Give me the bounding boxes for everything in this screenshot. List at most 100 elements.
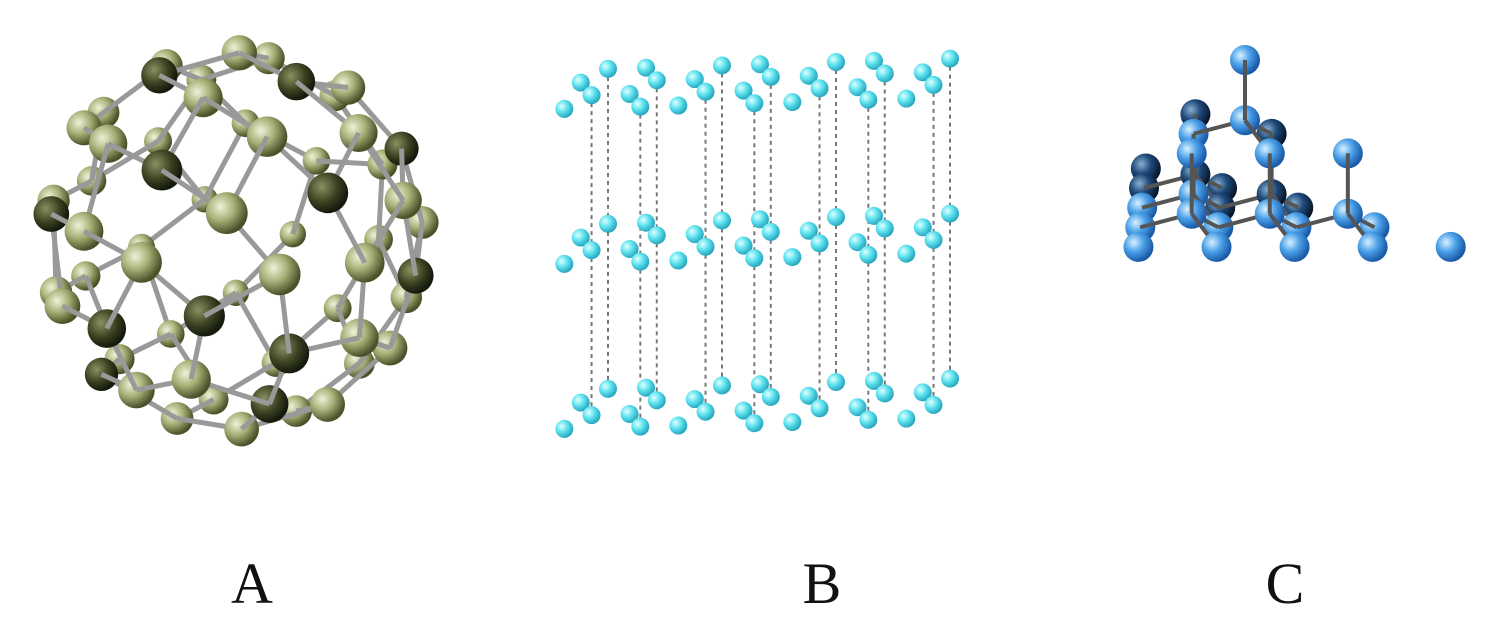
graphite: [555, 49, 959, 438]
atom: [827, 53, 845, 72]
atom: [761, 67, 780, 86]
atom: [669, 96, 688, 115]
atom: [120, 241, 162, 283]
atom: [810, 399, 829, 418]
atom: [71, 261, 101, 291]
atom: [799, 221, 818, 240]
atom: [1123, 231, 1154, 262]
diamond: [1123, 45, 1466, 262]
atom: [571, 228, 590, 247]
atom: [799, 386, 818, 405]
atom: [897, 244, 916, 263]
atom: [761, 387, 780, 406]
atom: [734, 401, 753, 420]
atom: [751, 210, 769, 229]
atom: [924, 230, 943, 249]
label: C: [1266, 551, 1305, 616]
atom: [571, 393, 590, 412]
atom: [745, 94, 764, 113]
atom: [599, 214, 617, 233]
atom: [897, 409, 916, 428]
atom: [310, 386, 345, 422]
atom: [696, 402, 715, 421]
atom: [696, 237, 715, 256]
atom: [1435, 231, 1466, 262]
label: A: [231, 551, 273, 616]
atom: [751, 55, 769, 74]
atom: [875, 384, 894, 403]
atom: [582, 241, 601, 260]
atom: [685, 225, 704, 244]
atom: [745, 414, 764, 433]
atom: [865, 51, 883, 70]
atom: [734, 81, 753, 100]
atom: [827, 373, 845, 392]
bond: [202, 122, 248, 201]
atom: [631, 97, 650, 116]
atom: [171, 359, 211, 399]
atom: [696, 82, 715, 101]
atom: [713, 56, 731, 75]
atom: [941, 204, 959, 223]
atom: [647, 391, 666, 410]
atom: [279, 220, 307, 248]
atom: [865, 371, 883, 390]
atom: [1279, 231, 1310, 262]
atom: [582, 86, 601, 105]
atom: [258, 253, 301, 296]
atom: [848, 78, 867, 97]
atom: [941, 49, 959, 68]
atom: [669, 251, 688, 270]
atom: [599, 59, 617, 78]
atom: [734, 236, 753, 255]
atom: [620, 85, 639, 104]
atom: [810, 79, 829, 98]
atom: [647, 226, 666, 245]
atom: [865, 206, 883, 225]
atom: [571, 73, 590, 92]
atom: [620, 405, 639, 424]
atom: [875, 219, 894, 238]
atom: [555, 254, 574, 273]
atom: [783, 93, 802, 112]
atom: [913, 218, 932, 237]
atom: [637, 213, 655, 232]
atom: [783, 413, 802, 432]
atom: [637, 58, 655, 77]
atom: [913, 63, 932, 82]
atom: [685, 70, 704, 89]
atom: [859, 90, 878, 109]
atom: [713, 376, 731, 395]
atom: [799, 66, 818, 85]
atom: [913, 383, 932, 402]
atom: [582, 406, 601, 425]
atom: [859, 245, 878, 264]
atom: [205, 192, 248, 235]
atom: [685, 390, 704, 409]
atom: [848, 398, 867, 417]
atom: [875, 64, 894, 83]
label: B: [803, 551, 842, 616]
atom: [924, 395, 943, 414]
atom: [555, 419, 574, 438]
atom: [620, 240, 639, 259]
atom: [859, 410, 878, 429]
atom: [810, 234, 829, 253]
atom: [631, 417, 650, 436]
atom: [599, 379, 617, 398]
atom: [647, 71, 666, 90]
atom: [745, 249, 764, 268]
atom: [751, 375, 769, 394]
atom: [924, 75, 943, 94]
atom: [669, 416, 688, 435]
atom: [897, 89, 916, 108]
atom: [827, 208, 845, 227]
atom: [941, 369, 959, 388]
atom: [1357, 231, 1388, 262]
atom: [783, 248, 802, 267]
atom: [397, 257, 434, 294]
fullerene: [33, 35, 439, 447]
atom: [848, 233, 867, 252]
atom: [637, 378, 655, 397]
